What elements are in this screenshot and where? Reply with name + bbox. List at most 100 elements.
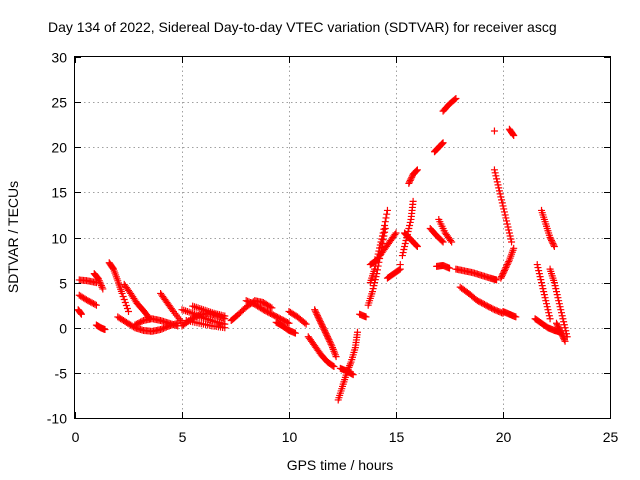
series-h4 — [435, 215, 456, 246]
data-point — [318, 321, 326, 329]
data-point — [503, 262, 511, 270]
data-point — [446, 264, 453, 272]
data-point — [319, 324, 327, 332]
data-point — [490, 127, 498, 135]
data-point — [314, 312, 322, 320]
data-point — [392, 229, 400, 237]
data-point — [77, 310, 85, 318]
series-j5 — [553, 319, 569, 345]
data-point — [221, 324, 229, 332]
series-a4 — [90, 270, 107, 293]
data-point — [493, 175, 501, 183]
data-point — [557, 309, 565, 317]
series-i2 — [456, 283, 507, 317]
data-point — [268, 304, 276, 312]
data-point — [540, 288, 548, 296]
data-point — [198, 305, 206, 313]
data-point — [178, 306, 186, 314]
data-point — [508, 238, 516, 246]
x-tick-label: 25 — [603, 429, 619, 445]
data-point — [353, 328, 361, 336]
data-point — [324, 333, 332, 341]
data-point — [371, 279, 379, 287]
data-point — [312, 309, 320, 317]
data-point — [370, 282, 378, 290]
data-point — [400, 246, 408, 254]
data-point — [413, 242, 421, 250]
x-tick-label: 5 — [179, 429, 187, 445]
data-point — [348, 370, 356, 378]
data-point — [91, 300, 99, 308]
data-point — [316, 318, 324, 326]
data-point — [558, 312, 566, 320]
data-point — [438, 140, 446, 148]
data-point — [99, 285, 107, 293]
data-point — [401, 243, 409, 251]
series-f3 — [356, 310, 370, 321]
data-point — [373, 266, 381, 274]
data-point — [320, 325, 328, 333]
data-point — [438, 139, 446, 147]
data-point — [313, 310, 321, 318]
data-point — [497, 193, 505, 201]
data-point — [123, 304, 131, 312]
data-point — [499, 270, 507, 278]
data-point — [326, 339, 334, 347]
series-i7 — [505, 125, 518, 140]
data-point — [396, 261, 404, 269]
data-point — [372, 273, 380, 281]
series-b5 — [157, 289, 186, 326]
data-point — [541, 294, 549, 302]
data-point — [546, 315, 554, 323]
series-d3 — [272, 318, 299, 337]
data-point — [503, 220, 511, 228]
data-point — [438, 237, 446, 245]
data-point — [451, 95, 459, 103]
data-point — [407, 175, 415, 183]
data-point — [503, 261, 511, 269]
series-a2 — [75, 291, 100, 309]
data-point — [557, 306, 565, 314]
data-point — [505, 226, 513, 234]
data-point — [408, 173, 416, 181]
data-point — [409, 197, 417, 205]
series-g4 — [383, 265, 404, 282]
data-point — [399, 249, 407, 257]
data-point — [548, 237, 556, 245]
data-marks — [74, 95, 571, 404]
data-point — [382, 214, 390, 222]
data-point — [554, 322, 562, 330]
data-point — [329, 362, 337, 370]
data-point — [502, 264, 510, 272]
data-point — [495, 187, 503, 195]
data-point — [120, 295, 128, 303]
series-d1 — [227, 297, 276, 325]
data-point — [266, 303, 274, 311]
data-point — [323, 331, 331, 339]
data-point — [378, 240, 386, 248]
data-point — [316, 316, 324, 324]
data-point — [543, 300, 551, 308]
data-point — [498, 196, 506, 204]
data-point — [121, 298, 129, 306]
data-point — [497, 274, 505, 282]
data-point — [447, 237, 455, 245]
data-point — [412, 167, 420, 175]
data-point — [406, 178, 414, 186]
data-point — [373, 270, 381, 278]
data-point — [507, 235, 515, 243]
data-point — [189, 302, 197, 310]
data-point — [194, 304, 202, 312]
data-point — [321, 327, 329, 335]
series-j1 — [533, 261, 554, 323]
data-point — [368, 288, 376, 296]
data-point — [92, 301, 100, 309]
data-point — [192, 303, 200, 311]
data-point — [556, 327, 564, 335]
data-point — [221, 312, 229, 320]
series-e2 — [304, 333, 338, 371]
y-tick-label: 30 — [51, 50, 67, 66]
data-point — [536, 273, 544, 281]
data-point — [381, 228, 389, 236]
